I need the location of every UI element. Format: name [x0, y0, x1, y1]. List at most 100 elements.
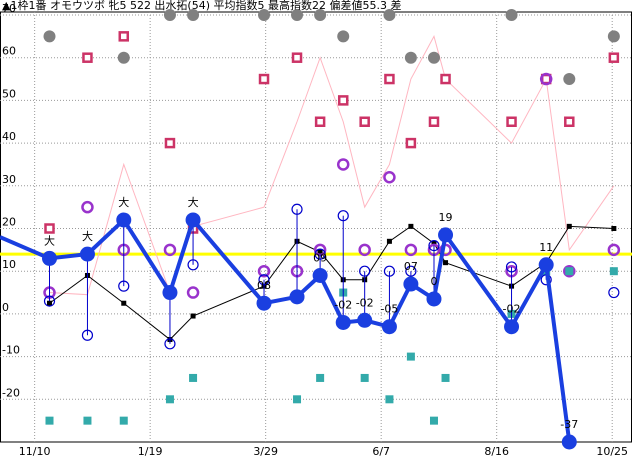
point: [186, 286, 200, 299]
point: [608, 52, 620, 63]
point: [539, 72, 553, 86]
point: [564, 116, 575, 127]
point: [386, 238, 392, 244]
point: [359, 116, 370, 127]
point: [82, 52, 93, 63]
point: [505, 261, 518, 273]
point: [383, 171, 396, 184]
y-tick-label: 10: [2, 258, 16, 271]
point: [383, 9, 396, 21]
point: [314, 248, 326, 260]
annotation: -02: [334, 298, 352, 311]
point: [358, 243, 371, 257]
point: [312, 267, 328, 283]
annotation: 08: [257, 279, 271, 292]
point: [608, 286, 620, 299]
annotation: 11: [539, 241, 553, 254]
point: [429, 416, 438, 425]
y-tick-label: -20: [2, 386, 20, 399]
point: [563, 73, 576, 86]
point: [566, 223, 572, 229]
point: [383, 265, 396, 277]
point: [83, 416, 92, 425]
point: [43, 295, 56, 307]
point: [506, 116, 517, 127]
point: [316, 373, 325, 382]
point: [408, 223, 414, 229]
annotation: 大: [188, 195, 199, 209]
series-line: [0, 215, 572, 443]
annotation: 09: [313, 251, 327, 264]
annotation: 0: [430, 275, 437, 288]
point: [427, 51, 440, 64]
point: [607, 30, 620, 43]
point: [405, 265, 417, 277]
point: [406, 352, 415, 361]
point: [403, 276, 419, 292]
point: [164, 137, 176, 149]
annotation: 大: [44, 233, 55, 247]
point: [118, 31, 130, 42]
x-tick-label: 6/7: [372, 445, 390, 458]
y-tick-label: 70: [2, 2, 16, 15]
point: [289, 289, 305, 305]
y-tick-label: 50: [2, 87, 16, 100]
series-line: [49, 225, 614, 341]
point: [121, 300, 127, 306]
point: [611, 226, 617, 231]
point: [79, 246, 95, 262]
point: [118, 280, 130, 292]
point: [337, 95, 349, 106]
point: [317, 249, 323, 255]
point: [163, 243, 177, 257]
point: [359, 265, 371, 277]
chart-title: ▲1枠1番 オモウツボ 牝5 522 出水拓(54) 平均指数5 最高指数22 …: [2, 0, 402, 12]
point: [563, 264, 576, 278]
point: [561, 434, 577, 450]
y-tick-label: 60: [2, 45, 16, 58]
point: [381, 319, 397, 335]
y-tick-label: -10: [2, 344, 20, 357]
point: [443, 260, 449, 266]
x-tick-label: 11/10: [19, 445, 51, 458]
point: [258, 274, 270, 286]
point: [45, 416, 54, 425]
point: [314, 116, 326, 127]
annotation: 大: [118, 195, 129, 209]
point: [314, 9, 327, 21]
point: [165, 395, 174, 404]
point: [336, 158, 350, 171]
point: [404, 51, 417, 64]
point: [357, 312, 373, 328]
point: [81, 200, 94, 214]
point: [256, 295, 272, 311]
point: [360, 373, 369, 382]
point: [607, 243, 621, 257]
point: [117, 51, 130, 64]
point: [44, 223, 55, 234]
point: [504, 319, 520, 335]
annotation: -37: [560, 418, 578, 431]
point: [119, 416, 128, 425]
y-tick-label: 30: [2, 173, 16, 186]
point: [609, 267, 618, 276]
point: [426, 291, 442, 307]
point: [258, 73, 270, 85]
annotation: 大: [82, 229, 93, 243]
point: [291, 52, 303, 63]
point: [335, 314, 351, 330]
point: [337, 210, 349, 222]
point: [164, 338, 176, 350]
point: [505, 9, 518, 21]
series-line: [49, 35, 615, 296]
point: [81, 329, 94, 341]
annotation: -02: [503, 303, 521, 316]
point: [291, 203, 303, 215]
annotation: 19: [439, 211, 453, 224]
x-tick-label: 3/29: [253, 445, 278, 458]
point: [337, 30, 350, 43]
point: [441, 373, 450, 382]
point: [187, 259, 199, 271]
point: [404, 243, 418, 257]
point: [293, 395, 302, 404]
